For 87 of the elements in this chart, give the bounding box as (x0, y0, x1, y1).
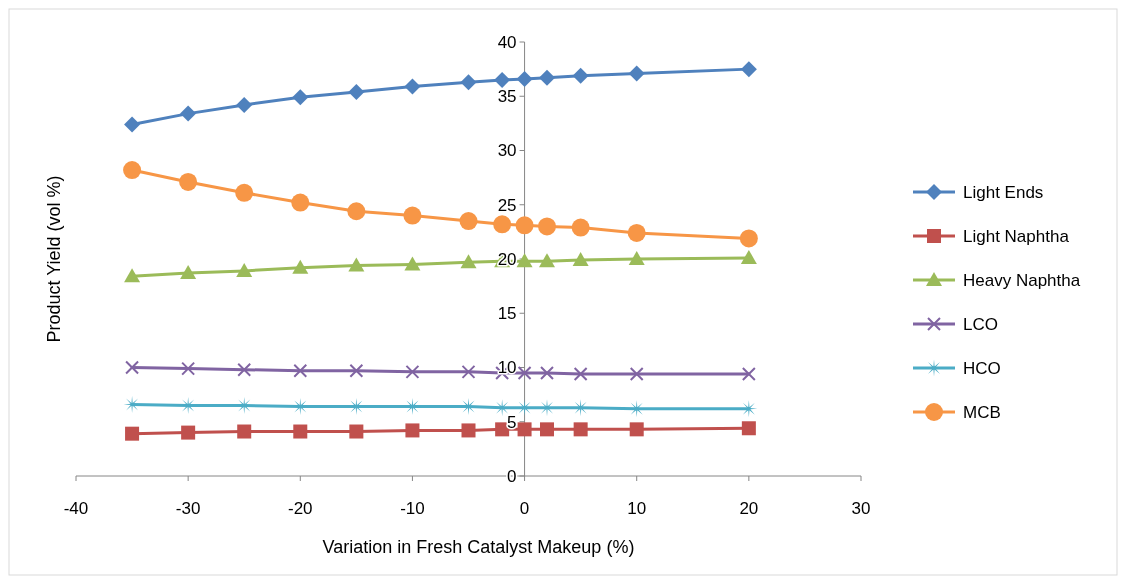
point (404, 78, 421, 95)
point (572, 252, 589, 267)
y-tick-label: 40 (497, 32, 517, 52)
point (740, 249, 757, 264)
point (236, 96, 253, 113)
point (237, 362, 252, 377)
point (181, 361, 196, 376)
x-tick-label: 20 (739, 499, 759, 518)
point (123, 161, 142, 180)
point (740, 61, 757, 78)
point (459, 212, 478, 231)
point (236, 262, 253, 277)
point (235, 183, 254, 202)
x-tick-label: 10 (627, 499, 647, 518)
point (291, 193, 310, 212)
y-tick-label: 5 (507, 412, 517, 432)
point (629, 367, 644, 382)
x-tick-label: 30 (851, 499, 871, 518)
point (460, 398, 477, 416)
point (628, 65, 645, 82)
point (181, 425, 196, 440)
x-tick-label: -40 (63, 499, 89, 518)
point (493, 215, 512, 234)
point (124, 268, 141, 283)
y-tick-label: 15 (497, 304, 517, 324)
point (460, 74, 477, 91)
x-tick-label: -30 (175, 499, 201, 518)
legend-label: LCO (963, 314, 998, 334)
point (538, 217, 556, 236)
point (348, 257, 365, 272)
point (180, 265, 197, 280)
legend-label: MCB (963, 402, 1001, 422)
y-tick-label: 30 (497, 141, 517, 161)
legend-label: Light Naphtha (963, 226, 1070, 246)
point (179, 172, 198, 191)
point (125, 426, 140, 441)
point (516, 70, 533, 87)
y-axis-title: Product Yield (vol %) (44, 175, 64, 343)
point (125, 360, 140, 375)
x-tick-label: -10 (400, 499, 425, 518)
point (515, 216, 534, 235)
point (461, 364, 476, 379)
point (460, 254, 477, 269)
point (571, 218, 590, 237)
point (739, 229, 758, 248)
point (293, 424, 308, 439)
point (461, 423, 476, 438)
point (539, 69, 555, 86)
point (293, 363, 308, 378)
point (349, 363, 364, 378)
point (539, 253, 555, 268)
point (517, 365, 532, 380)
point (124, 116, 141, 133)
point (516, 253, 533, 268)
point (741, 367, 756, 382)
legend-label: Light Ends (963, 182, 1044, 202)
point (292, 259, 309, 274)
point (404, 256, 421, 271)
point (572, 67, 589, 84)
point (540, 365, 554, 380)
point (237, 424, 252, 439)
point (347, 202, 366, 221)
point (517, 422, 532, 437)
point (348, 83, 365, 100)
x-tick-label: -20 (288, 499, 313, 518)
legend-label: HCO (963, 358, 1001, 378)
y-tick-label: 35 (497, 87, 517, 107)
point (494, 71, 511, 88)
point (180, 105, 197, 122)
point (540, 422, 554, 437)
x-axis-title: Variation in Fresh Catalyst Makeup (%) (322, 537, 635, 557)
point (629, 422, 644, 437)
point (405, 423, 420, 438)
point (495, 422, 510, 437)
point (628, 251, 645, 265)
y-tick-label: 0 (507, 466, 517, 486)
y-tick-label: 25 (497, 195, 517, 215)
point (573, 422, 588, 437)
point (349, 424, 364, 439)
point (627, 223, 646, 242)
point (573, 367, 588, 382)
x-tick-label: 0 (519, 499, 530, 518)
point (741, 421, 756, 436)
point (403, 206, 422, 225)
point (405, 364, 420, 379)
legend-label: Heavy Naphtha (963, 270, 1081, 290)
point (292, 89, 309, 106)
